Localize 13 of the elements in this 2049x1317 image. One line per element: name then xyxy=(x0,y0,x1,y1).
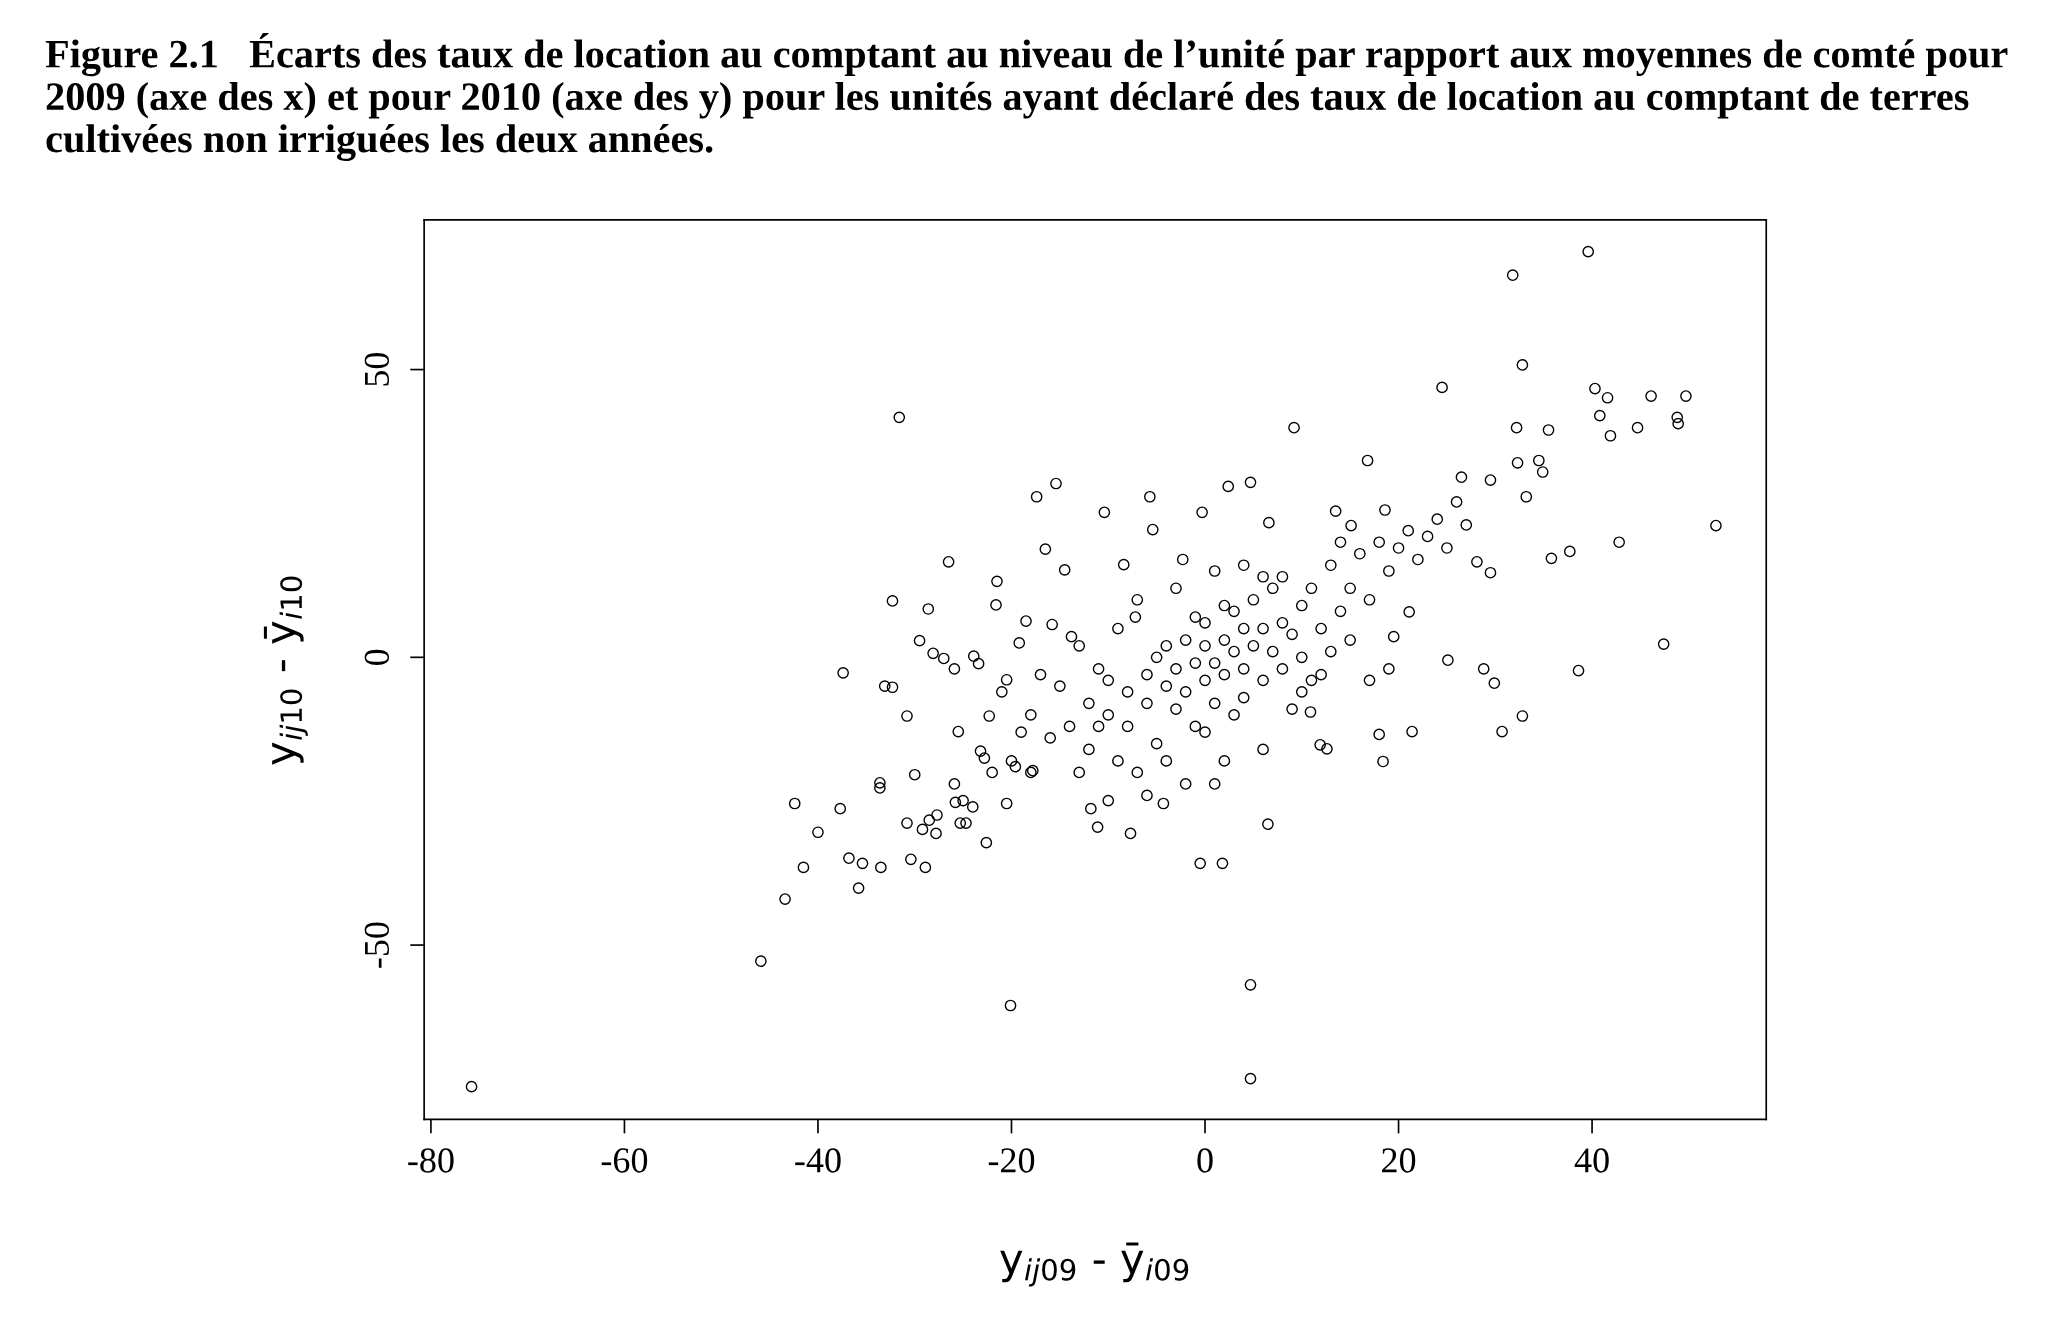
y-tick-label: -50 xyxy=(364,922,390,968)
y-tick-label: 0 xyxy=(364,649,390,665)
x-tick-label: -60 xyxy=(601,1148,648,1173)
y-axis-title: y$_{ij10}$ - ȳ$_{i10}$ xyxy=(263,576,308,765)
x-tick-label: 0 xyxy=(1197,1148,1213,1173)
x-tick-label: -20 xyxy=(988,1148,1035,1173)
chart-title: Figure 2.1 Écarts des taux de location au comptant au niveau de l’unité par rapport aux moyennes de comté pour 2009 (axe des x) et pour 2010 (axe des y) pour les unités ayant déclaré des taux de location au comptant de terres cultivées non irriguées les deux années. xyxy=(45,32,2008,161)
x-tick-label: 40 xyxy=(1574,1148,1609,1173)
x-tick-label: 20 xyxy=(1382,1148,1416,1173)
x-tick-label: -80 xyxy=(408,1148,454,1173)
y-tick-label: 50 xyxy=(364,352,390,386)
x-tick-label: -40 xyxy=(795,1148,841,1173)
x-axis-title: y$_{ij09}$ - ȳ$_{i09}$ xyxy=(1000,1242,1189,1287)
